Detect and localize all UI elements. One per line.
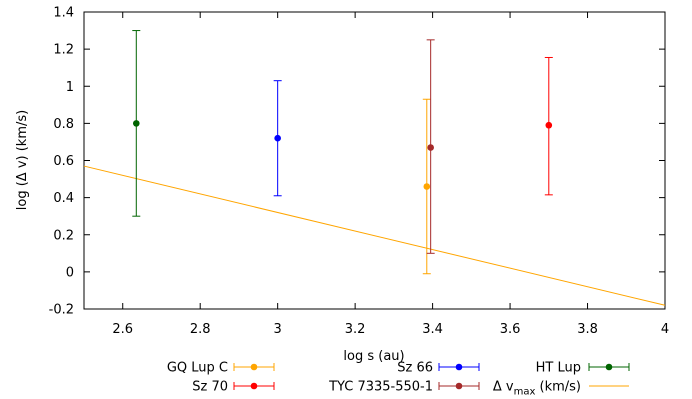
legend-label: Δ vmax (km/s) xyxy=(493,380,581,398)
data-point xyxy=(132,120,140,127)
x-tick-label: 2.6 xyxy=(112,322,133,337)
legend-symbol-point xyxy=(455,382,463,390)
x-tick-label: 4 xyxy=(661,322,669,337)
data-point-group xyxy=(426,39,435,254)
legend-symbol-point xyxy=(605,363,613,371)
legend-symbol-point xyxy=(250,382,258,390)
legend-label-subscript: max xyxy=(514,387,536,398)
x-tick-label: 3.4 xyxy=(422,322,443,337)
data-point xyxy=(545,121,553,129)
legend-label: Sz 66 xyxy=(397,361,433,376)
legend-symbol-point xyxy=(455,363,463,371)
legend-label: GQ Lup C xyxy=(167,361,228,376)
x-tick-label: 3.6 xyxy=(500,322,521,337)
legend-label: Sz 70 xyxy=(192,380,228,395)
x-tick-label: 3.8 xyxy=(577,322,598,337)
y-tick-label: 1.4 xyxy=(53,6,74,21)
data-point-group xyxy=(544,56,553,196)
y-tick-label: 0.8 xyxy=(53,117,74,132)
data-point-group xyxy=(132,30,141,217)
legend-label: TYC 7335-550-1 xyxy=(328,380,433,395)
delta-v-max-line xyxy=(83,165,666,306)
plot-frame xyxy=(83,11,666,310)
data-point xyxy=(427,144,434,151)
x-axis-label: log s (au) xyxy=(343,349,404,364)
x-axis: 2.6 2.8 3 3.2 3.4 3.6 3.8 4 xyxy=(112,12,669,337)
y-tick-label: 0.6 xyxy=(53,154,74,169)
legend-item: GQ Lup C xyxy=(167,361,275,376)
y-tick-label: 1 xyxy=(66,80,74,95)
y-tick-label: 0 xyxy=(66,265,74,280)
threshold-line-layer xyxy=(83,165,666,306)
legend-symbol-point xyxy=(250,363,258,371)
x-tick-label: 2.8 xyxy=(190,322,211,337)
legend: GQ Lup C Sz 70 Sz 66 TYC 7335-550-1 HT Lup Δ … xyxy=(167,361,630,398)
y-tick-label: 1.2 xyxy=(53,43,74,58)
y-tick-label: -0.2 xyxy=(49,303,74,318)
legend-label-main: Δ v xyxy=(493,380,514,395)
data-point-group xyxy=(273,80,282,197)
legend-item: Sz 66 xyxy=(397,361,480,376)
x-tick-label: 3.2 xyxy=(345,322,366,337)
y-tick-label: 0.2 xyxy=(53,228,74,243)
data-point xyxy=(423,183,431,190)
y-tick-label: 0.4 xyxy=(53,191,74,206)
data-points-layer xyxy=(132,30,553,275)
y-axis: -0.2 0 0.2 0.4 0.6 0.8 1 1.2 1.4 xyxy=(49,6,665,318)
plot-area xyxy=(83,11,666,310)
y-axis-label: log (Δ v) (km/s) xyxy=(15,110,30,210)
legend-item: HT Lup xyxy=(536,361,630,376)
data-point xyxy=(274,134,281,142)
legend-item: Sz 70 xyxy=(192,380,275,395)
legend-label-suffix: (km/s) xyxy=(535,380,581,395)
legend-label: HT Lup xyxy=(536,361,581,376)
legend-item: Δ vmax (km/s) xyxy=(493,380,629,398)
data-point-group xyxy=(422,98,431,275)
x-tick-label: 3 xyxy=(274,322,282,337)
legend-item: TYC 7335-550-1 xyxy=(328,380,480,395)
